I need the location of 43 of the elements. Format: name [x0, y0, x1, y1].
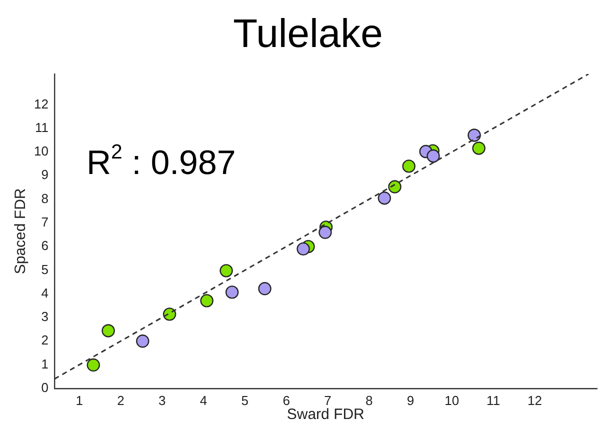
y-tick-label: 5: [41, 262, 48, 277]
x-tick-label: 8: [365, 392, 373, 408]
x-tick-label: 6: [282, 392, 290, 408]
y-tick-label: 3: [41, 309, 48, 324]
point: [200, 294, 214, 308]
point: [220, 264, 233, 278]
x-tick-label: 1: [76, 392, 83, 408]
chart-title: Tulelake: [233, 12, 383, 56]
x-tick-label: 3: [158, 392, 166, 408]
y-axis-title: Spaced FDR: [12, 188, 30, 274]
point: [388, 180, 402, 194]
x-axis-title: Sward FDR: [286, 406, 365, 424]
point: [225, 286, 239, 299]
y-tick-label: 7: [41, 214, 48, 230]
x-tick-label: 2: [117, 392, 124, 408]
x-tick-label: 12: [527, 392, 542, 408]
x-tick-label: 9: [406, 392, 414, 408]
point: [86, 358, 100, 372]
point: [426, 149, 440, 163]
x-tick-label: 5: [241, 392, 249, 408]
y-tick-label: 0: [41, 380, 48, 395]
x-tick-label: 7: [324, 392, 332, 408]
x-tick-label: 11: [486, 392, 500, 408]
x-tick-label: 10: [444, 392, 460, 408]
point: [102, 324, 115, 338]
point: [258, 282, 272, 296]
point: [468, 128, 481, 142]
point: [296, 242, 310, 256]
y-tick-label: 11: [34, 120, 48, 135]
y-tick-label: 6: [41, 238, 48, 254]
point: [136, 334, 150, 348]
y-tick-label: 1: [41, 356, 48, 372]
y-tick-label: 9: [41, 167, 48, 182]
y-tick-label: 8: [41, 190, 48, 206]
x-tick-label: 4: [200, 392, 208, 408]
point: [318, 226, 332, 239]
point: [402, 160, 416, 173]
point: [378, 192, 392, 205]
y-tick-label: 2: [41, 332, 48, 348]
y-tick-label: 12: [34, 96, 48, 112]
y-tick-label: 10: [34, 144, 48, 159]
y-tick-label: 4: [41, 285, 48, 300]
point: [472, 142, 486, 155]
